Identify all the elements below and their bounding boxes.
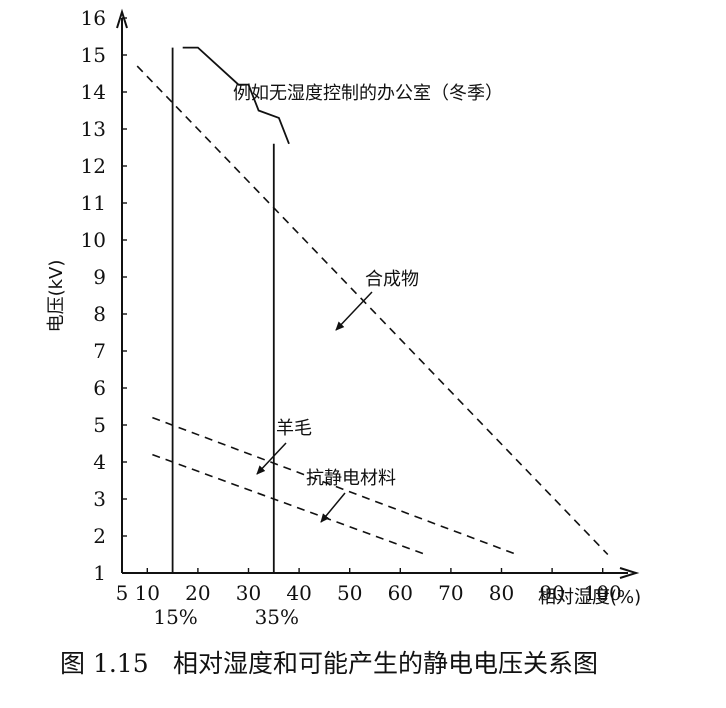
y-tick-label: 4 bbox=[93, 450, 106, 474]
marker-label: 35% bbox=[255, 605, 299, 629]
y-tick-label: 11 bbox=[81, 191, 106, 215]
y-tick-label: 12 bbox=[81, 154, 106, 178]
y-axis-arrow bbox=[116, 8, 128, 29]
series-line-3 bbox=[182, 46, 290, 145]
antistatic-annotation: 抗静电材料 bbox=[306, 468, 396, 489]
y-tick-label: 15 bbox=[81, 43, 106, 67]
x-tick-label: 10 bbox=[135, 581, 160, 605]
y-tick-label: 10 bbox=[81, 228, 106, 252]
antistatic-arrow bbox=[320, 492, 346, 523]
y-tick-label: 16 bbox=[81, 6, 106, 30]
x-axis-label: 相对湿度(%) bbox=[538, 587, 641, 608]
synthetic-arrow bbox=[335, 291, 373, 331]
x-tick-label: 5 bbox=[116, 581, 129, 605]
series-marks: 15% 35% bbox=[136, 46, 609, 629]
y-axis-label: 电压(kV) bbox=[46, 260, 67, 333]
y-tick-label: 1 bbox=[93, 561, 106, 585]
series-line-1 bbox=[152, 416, 517, 556]
y-tick-label: 9 bbox=[93, 265, 106, 289]
y-tick-label: 13 bbox=[81, 117, 106, 141]
synthetic-annotation: 合成物 bbox=[365, 269, 419, 290]
y-tick-label: 2 bbox=[93, 524, 106, 548]
x-tick-label: 90 bbox=[539, 581, 564, 605]
wool-annotation: 羊毛 bbox=[276, 418, 312, 439]
x-axis-arrow bbox=[619, 567, 640, 579]
x-tick-labels: 5 10 20 30 40 50 60 70 80 90 100 bbox=[116, 568, 622, 605]
x-tick-label: 60 bbox=[388, 581, 413, 605]
y-tick-label: 3 bbox=[93, 487, 106, 511]
x-tick-label: 70 bbox=[438, 581, 463, 605]
x-tick-label: 80 bbox=[489, 581, 514, 605]
y-tick-label: 7 bbox=[93, 339, 106, 363]
marker-label: 15% bbox=[153, 605, 197, 629]
caption-number: 图 1.15 bbox=[60, 649, 149, 678]
x-tick-label: 30 bbox=[236, 581, 261, 605]
office-annotation: 例如无湿度控制的办公室（冬季） bbox=[233, 83, 503, 104]
wool-arrow bbox=[256, 442, 287, 475]
x-tick-label: 50 bbox=[337, 581, 362, 605]
x-tick-label: 100 bbox=[584, 581, 622, 605]
caption-text: 相对湿度和可能产生的静电电压关系图 bbox=[173, 649, 598, 678]
y-tick-label: 5 bbox=[93, 413, 106, 437]
series-line-2 bbox=[152, 453, 426, 556]
x-tick-label: 20 bbox=[185, 581, 210, 605]
y-tick-label: 8 bbox=[93, 302, 106, 326]
x-tick-label: 40 bbox=[286, 581, 311, 605]
y-tick-label: 6 bbox=[93, 376, 106, 400]
y-tick-label: 14 bbox=[81, 80, 106, 104]
series-line-0 bbox=[136, 65, 609, 556]
